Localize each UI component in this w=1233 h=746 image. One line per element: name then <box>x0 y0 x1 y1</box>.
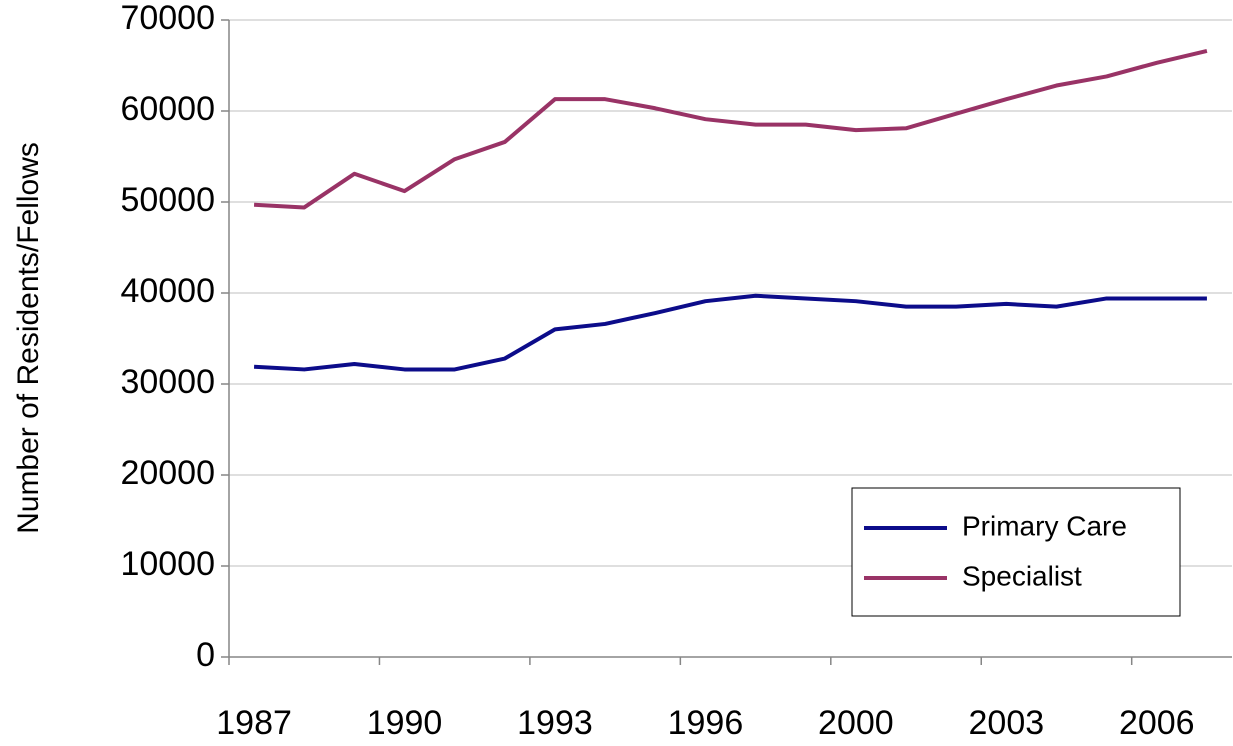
y-axis-label: Number of Residents/Fellows <box>12 142 45 534</box>
y-tick-label: 30000 <box>120 363 215 401</box>
x-tick-label: 1990 <box>367 704 443 742</box>
y-tick-label: 50000 <box>120 181 215 219</box>
y-tick-label: 0 <box>196 636 215 674</box>
legend-label: Primary Care <box>962 510 1127 541</box>
series-line <box>253 48 1208 210</box>
y-tick-label: 70000 <box>120 0 215 37</box>
y-tick-label: 40000 <box>120 272 215 310</box>
x-tick-label: 1996 <box>668 704 744 742</box>
x-tick-label: 1987 <box>216 704 292 742</box>
y-tick-label: 60000 <box>120 90 215 128</box>
x-tick-label: 2003 <box>969 704 1045 742</box>
series-line <box>253 293 1207 372</box>
x-tick-label: 2000 <box>818 704 894 742</box>
y-tick-label: 10000 <box>120 545 215 583</box>
legend-label: Specialist <box>962 560 1082 591</box>
x-tick-label: 1993 <box>517 704 593 742</box>
legend-box <box>851 487 1181 617</box>
x-tick-label: 2006 <box>1119 704 1195 742</box>
y-tick-label: 20000 <box>120 454 215 492</box>
